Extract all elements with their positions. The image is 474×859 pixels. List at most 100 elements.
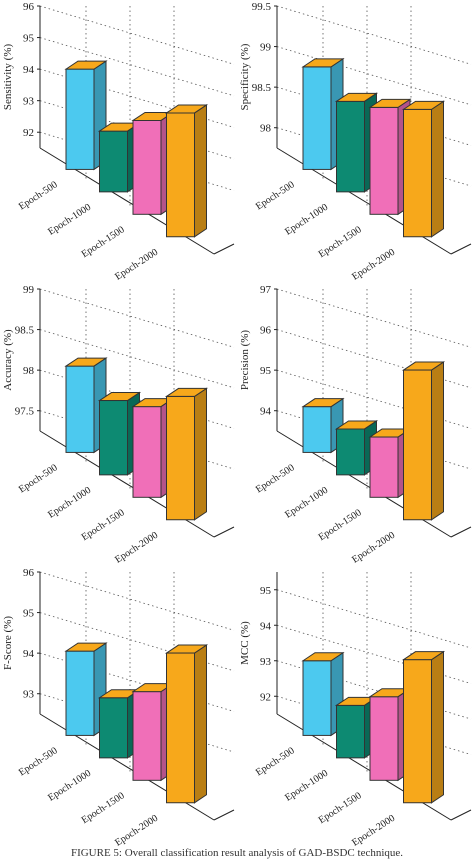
x-tick-label: Epoch-500: [254, 745, 297, 778]
x-tick-label: Epoch-500: [17, 745, 60, 778]
bar-side: [194, 387, 207, 521]
y-tick-label: 95: [260, 365, 272, 377]
floor-edge: [450, 243, 472, 255]
x-tick-label: Epoch-2000: [113, 813, 160, 849]
bar-front: [166, 652, 195, 804]
bar-top: [64, 642, 108, 652]
bar-front: [65, 365, 95, 453]
bar-front: [369, 696, 399, 781]
bar-side: [431, 361, 444, 521]
bar-top: [164, 387, 209, 397]
bar-top: [301, 398, 345, 408]
y-tick-label: 99.5: [252, 1, 272, 13]
bar-front: [166, 395, 195, 521]
y-tick-label: 94: [23, 64, 35, 76]
x-tick-label: Epoch-500: [17, 179, 60, 212]
x-tick-label: Epoch-1000: [283, 485, 330, 521]
bar-top: [401, 651, 446, 661]
bar-top: [97, 392, 142, 402]
y-tick-label: 93: [23, 689, 35, 701]
y-tick-label: 92: [260, 691, 271, 703]
bar-front: [336, 100, 365, 193]
bar-front: [336, 428, 365, 476]
x-tick-label: Epoch-2000: [350, 247, 397, 283]
x-tick-label: Epoch-1000: [283, 202, 330, 238]
bar-front: [369, 436, 399, 498]
bar-top: [164, 644, 209, 654]
y-tick-label: 95: [260, 585, 272, 597]
bar-top: [164, 104, 209, 114]
bar-front: [132, 406, 162, 498]
y-tick-label: 96: [260, 325, 272, 337]
bar-front: [403, 108, 432, 238]
gridline: [276, 589, 472, 649]
x-tick-label: Epoch-1500: [80, 507, 127, 543]
x-tick-label: Epoch-1000: [283, 768, 330, 804]
y-tick-label: 94: [260, 406, 272, 418]
y-tick-label: 96: [23, 567, 35, 579]
floor-edge: [213, 809, 235, 821]
bar-front: [302, 406, 332, 453]
y-tick-label: 96: [23, 1, 35, 13]
bar-top: [334, 420, 379, 430]
y-axis-label: Specificity (%): [239, 43, 251, 110]
bar-side: [431, 100, 444, 238]
y-tick-label: 98: [260, 123, 272, 135]
bar-top: [401, 361, 446, 371]
bar-top: [64, 60, 108, 70]
x-tick-label: Epoch-1500: [317, 790, 364, 826]
bar-top: [301, 652, 345, 662]
gridline: [39, 5, 235, 65]
bar-side: [431, 650, 444, 804]
floor-edge: [450, 526, 472, 538]
bar-top: [401, 100, 446, 110]
bar-front: [369, 106, 399, 215]
x-tick-label: Epoch-1000: [46, 768, 93, 804]
bar-top: [64, 357, 108, 367]
y-tick-label: 98.5: [252, 82, 272, 94]
bar-front: [99, 130, 128, 193]
y-tick-label: 95: [23, 33, 35, 45]
chart-panel: 94 95 96 97 Precision (%) Epoch-500Epoch-1000…: [239, 284, 472, 566]
y-tick-label: 97.5: [15, 406, 35, 418]
x-tick-label: Epoch-1000: [46, 485, 93, 521]
y-tick-label: 93: [23, 96, 35, 108]
bar-side: [194, 104, 207, 238]
x-tick-label: Epoch-1500: [317, 507, 364, 543]
x-tick-label: Epoch-2000: [113, 247, 160, 283]
y-tick-label: 94: [260, 620, 272, 632]
x-tick-label: Epoch-1500: [317, 224, 364, 260]
floor-edge: [213, 243, 235, 255]
bar-front: [403, 659, 432, 804]
x-tick-label: Epoch-500: [254, 179, 297, 212]
bar-front: [302, 660, 332, 736]
gridline: [276, 5, 472, 65]
x-tick-label: Epoch-2000: [350, 530, 397, 566]
bar-top: [368, 98, 412, 108]
y-tick-label: 92: [23, 127, 34, 139]
bar-top: [301, 58, 345, 68]
bar-front: [132, 691, 162, 781]
gridline: [276, 288, 472, 348]
y-axis-label: Accuracy (%): [2, 329, 14, 391]
bar-front: [336, 704, 365, 759]
bar-side: [194, 644, 207, 804]
y-tick-label: 93: [260, 656, 272, 668]
x-tick-label: Epoch-1000: [46, 202, 93, 238]
bar-top: [334, 92, 379, 102]
bar-front: [302, 66, 332, 170]
figure-caption: FIGURE 5: Overall classification result …: [70, 847, 404, 859]
y-axis-label: Precision (%): [239, 330, 251, 391]
y-tick-label: 99: [260, 42, 272, 54]
floor-edge: [213, 526, 235, 538]
bar-front: [403, 369, 432, 521]
y-tick-label: 95: [23, 608, 35, 620]
x-tick-label: Epoch-1500: [80, 224, 127, 260]
x-tick-label: Epoch-2000: [350, 813, 397, 849]
y-tick-label: 99: [23, 284, 35, 296]
